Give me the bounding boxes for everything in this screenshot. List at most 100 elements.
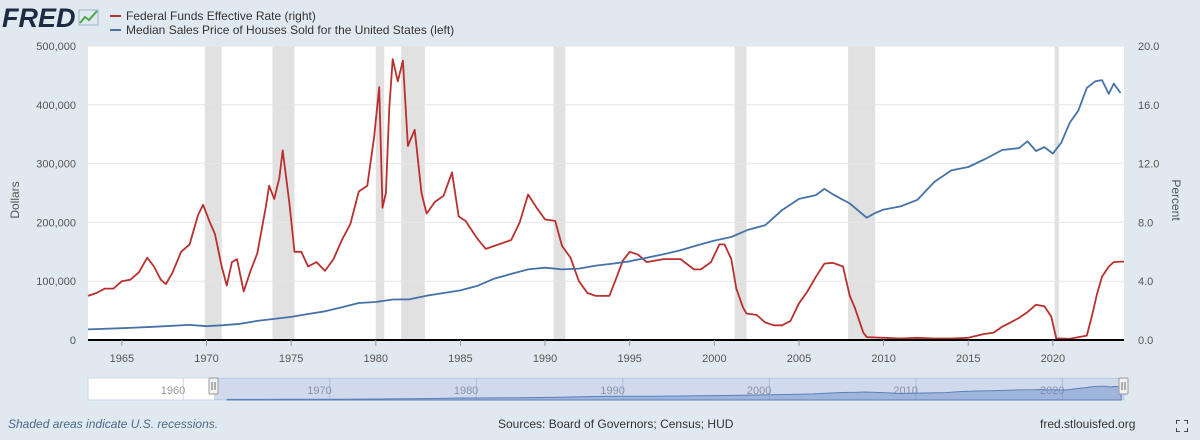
navigator-left-handle[interactable] [208,377,219,395]
recession-band [848,46,876,340]
fed-funds-point [121,281,122,282]
fed-funds-point [165,284,166,285]
fed-funds-point [458,216,459,217]
house-price-point [375,301,376,302]
house-price-point [544,267,545,268]
fed-funds-point [1027,311,1028,312]
fed-funds-point [700,269,701,270]
fed-funds-point [863,332,864,333]
fed-funds-point [528,194,529,195]
fed-funds-point [536,207,537,208]
fed-funds-point [993,332,994,333]
site-link[interactable]: fred.stlouisfed.org [1040,417,1136,431]
recession-band [272,46,295,340]
recession-bands [204,46,1059,340]
fed-funds-point [934,338,935,339]
fullscreen-icon[interactable] [1176,420,1188,432]
fed-funds-point [301,251,302,252]
fed-funds-point [181,251,182,252]
fed-funds-point [214,234,215,235]
fed-funds-point [1120,261,1121,262]
fed-funds-point [236,259,237,260]
fed-funds-point [561,245,562,246]
house-price-point [528,269,529,270]
house-price-point [240,323,241,324]
house-price-point [875,212,876,213]
fed-funds-point [1018,317,1019,318]
navigator-right-handle[interactable] [1118,377,1129,395]
house-price-point [274,318,275,319]
fed-funds-point [477,238,478,239]
fed-funds-point [781,325,782,326]
fed-funds-point [189,244,190,245]
fed-funds-point [279,178,280,179]
house-price-point [841,198,842,199]
house-price-point [206,326,207,327]
house-price-point [714,240,715,241]
house-price-point [968,166,969,167]
fed-funds-point [294,251,295,252]
house-price-point [900,206,901,207]
legend-label[interactable]: Federal Funds Effective Rate (right) [126,9,316,23]
fed-funds-point [358,191,359,192]
fed-funds-point [587,292,588,293]
house-price-point [257,320,258,321]
fed-funds-point [209,222,210,223]
left-axis-ticks: 0 100,000 200,000 300,000 400,000 500,000 [36,41,76,347]
fed-funds-point [622,260,623,261]
left-tick-label: 400,000 [36,100,76,112]
house-price-point [1018,147,1019,148]
fed-funds-point [511,239,512,240]
fed-funds-point [269,185,270,186]
house-price-point [748,229,749,230]
fed-funds-point [421,192,422,193]
fed-funds-point [316,261,317,262]
house-price-point [917,199,918,200]
range-navigator[interactable]: 1960197019801990200020102020 [87,377,1129,401]
recession-band [553,46,566,340]
house-price-point [1101,80,1102,81]
house-price-point [578,268,579,269]
fed-funds-point [773,325,774,326]
house-price-point [1061,142,1062,143]
fed-funds-point [883,337,884,338]
x-tick-label: 2000 [702,353,726,365]
gridlines [88,45,1124,282]
fed-funds-point [250,270,251,271]
fed-funds-point [407,145,408,146]
fed-funds-point [849,295,850,296]
fed-funds-point [138,272,139,273]
fed-funds-point [373,137,374,138]
fed-funds-point [616,278,617,279]
house-price-point [1044,147,1045,148]
x-tick-label: 1970 [194,353,218,365]
fed-funds-point [397,81,398,82]
fed-funds-point [402,60,403,61]
house-price-point [1095,81,1096,82]
x-tick-label: 1995 [617,353,641,365]
fed-funds-point [367,185,368,186]
fed-funds-point [203,204,204,205]
fed-funds-point [87,295,88,296]
fed-funds-point [1035,304,1036,305]
house-price-point [409,299,410,300]
fed-funds-point [951,338,952,339]
fred-logo[interactable]: FRED [2,3,99,33]
fed-funds-point [710,261,711,262]
fed-funds-point [680,259,681,260]
navigator-selected-range[interactable] [214,378,1124,400]
fed-funds-point [790,320,791,321]
house-price-point [1002,149,1003,150]
navigator-tick-label: 1970 [307,385,331,397]
legend-label[interactable]: Median Sales Price of Houses Sold for th… [126,23,454,37]
fed-funds-point [426,213,427,214]
fed-funds-point [638,254,639,255]
fed-funds-point [724,244,725,245]
right-tick-label: 4.0 [1138,276,1153,288]
fed-funds-point [96,292,97,293]
fed-funds-point [983,334,984,335]
fed-funds-point [1108,266,1109,267]
fed-funds-point [815,276,816,277]
navigator-series [226,385,1122,401]
fed-funds-point [147,257,148,258]
